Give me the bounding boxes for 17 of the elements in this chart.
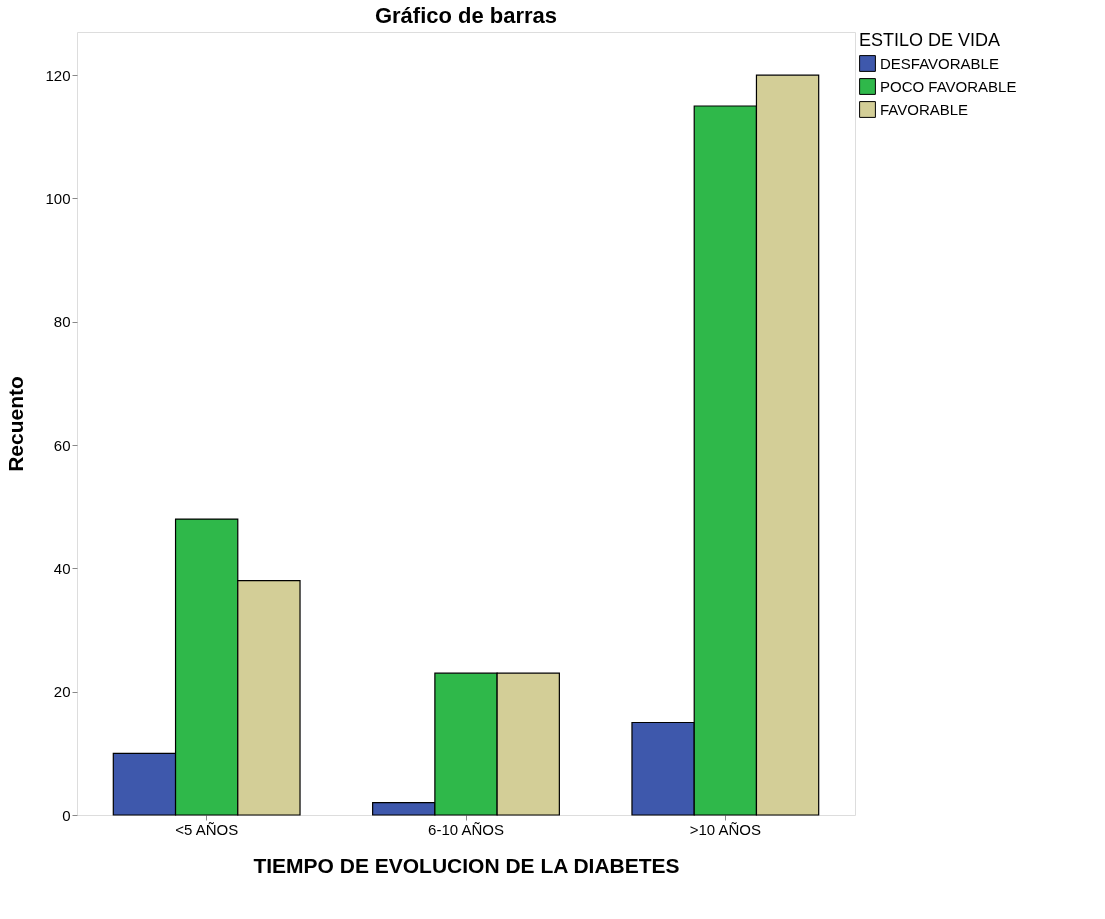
chart-title: Gráfico de barras [374, 3, 558, 28]
legend-title: ESTILO DE VIDA [859, 30, 1001, 50]
legend-label: DESFAVORABLE [880, 54, 999, 72]
legend-label: FAVORABLE [880, 100, 969, 118]
y-tick-label: 40 [53, 559, 71, 577]
x-tick-label: >10 AÑOS [689, 820, 761, 838]
x-tick-label: <5 AÑOS [175, 820, 239, 838]
y-axis-title: Recuento [4, 376, 28, 472]
y-tick-label: 20 [53, 683, 71, 701]
y-tick-label: 60 [53, 436, 71, 454]
y-tick-label: 80 [53, 313, 71, 331]
legend-label: POCO FAVORABLE [880, 77, 1017, 95]
y-tick-label: 100 [45, 189, 71, 207]
y-tick-label: 0 [62, 806, 71, 824]
x-tick-label: 6-10 AÑOS [428, 820, 504, 838]
y-tick-label: 120 [45, 66, 71, 84]
x-axis-title: TIEMPO DE EVOLUCION DE LA DIABETES [253, 853, 680, 877]
